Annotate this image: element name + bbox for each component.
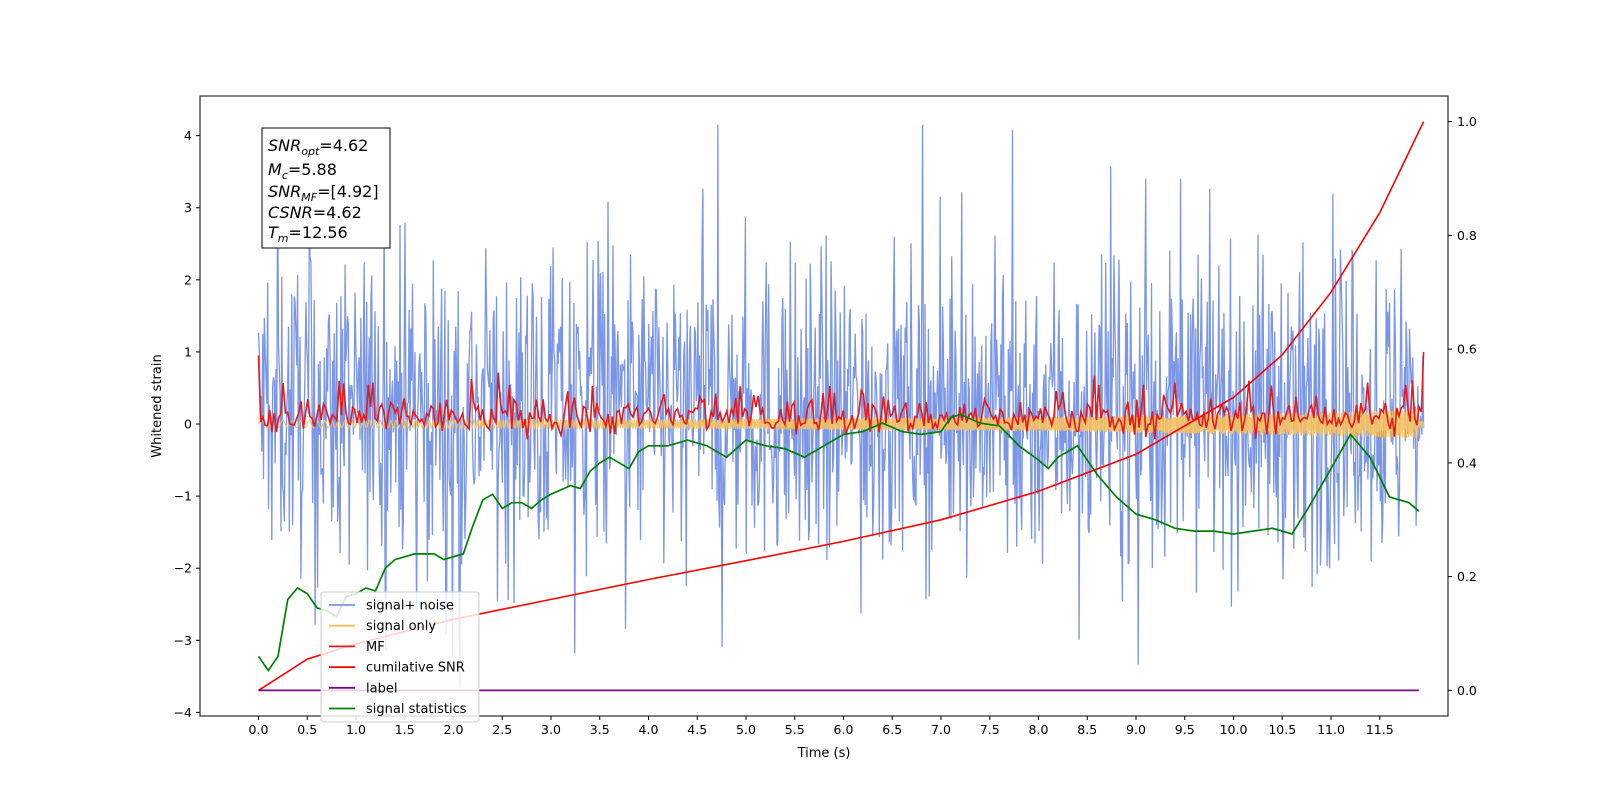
y-axis-right: 0.0 0.2 0.4 0.6 0.8 1.0 xyxy=(1448,114,1477,698)
x-tick-label: 8.0 xyxy=(1029,722,1049,737)
x-tick-label: 6.0 xyxy=(834,722,854,737)
x-tick-label: 10.0 xyxy=(1220,722,1248,737)
info-box: SNRopt=4.62 Mc=5.88 SNRMF=[4.92] CSNR=4.… xyxy=(261,127,391,249)
y2-tick-label: 0.0 xyxy=(1457,683,1477,698)
x-tick-label: 1.5 xyxy=(395,722,415,737)
x-axis-label: Time (s) xyxy=(797,746,851,761)
x-tick-label: 11.0 xyxy=(1317,722,1345,737)
x-tick-label: 2.0 xyxy=(444,722,464,737)
legend-frame xyxy=(320,591,480,723)
y-tick-label: −3 xyxy=(174,633,192,648)
x-tick-label: 3.5 xyxy=(590,722,610,737)
legend-label: signal only xyxy=(366,619,436,634)
y-axis-left: −4 −3 −2 −1 0 1 2 3 4 xyxy=(174,128,200,720)
y2-tick-label: 1.0 xyxy=(1457,114,1477,129)
y2-tick-label: 0.2 xyxy=(1457,569,1477,584)
x-tick-label: 8.5 xyxy=(1077,722,1097,737)
x-tick-label: 7.5 xyxy=(980,722,1000,737)
x-tick-label: 4.5 xyxy=(687,722,707,737)
x-tick-label: 4.0 xyxy=(639,722,659,737)
info-tm: Tm=12.56 xyxy=(268,223,348,245)
info-mc: Mc=5.88 xyxy=(268,160,337,182)
x-tick-label: 7.0 xyxy=(931,722,951,737)
x-tick-label: 0.0 xyxy=(249,722,269,737)
y-tick-label: 1 xyxy=(184,344,192,359)
y2-tick-label: 0.4 xyxy=(1457,455,1477,470)
info-box-frame xyxy=(261,127,391,249)
y-tick-label: −1 xyxy=(174,489,192,504)
x-tick-label: 6.5 xyxy=(882,722,902,737)
legend-label: label xyxy=(366,681,397,696)
series-signal-statistics-line xyxy=(257,413,1420,673)
x-tick-label: 11.5 xyxy=(1366,722,1394,737)
x-tick-label: 9.0 xyxy=(1126,722,1146,737)
info-csnr: CSNR=4.62 xyxy=(268,203,362,222)
legend-label: MF xyxy=(366,640,385,655)
y-tick-label: 2 xyxy=(184,272,192,287)
legend-label: cumilative SNR xyxy=(366,661,465,676)
x-tick-label: 3.0 xyxy=(541,722,561,737)
y-tick-label: −2 xyxy=(174,561,192,576)
y-axis-label: Whitened strain xyxy=(150,354,165,457)
x-tick-label: 5.0 xyxy=(736,722,756,737)
y-tick-label: −4 xyxy=(174,705,192,720)
info-snr-mf: SNRMF=[4.92] xyxy=(268,182,379,204)
info-snr-opt: SNRopt=4.62 xyxy=(268,136,368,158)
x-axis: 0.0 0.5 1.0 1.5 2.0 2.5 3.0 3.5 4.0 4.5 5.0 5.5 6.0 6… xyxy=(249,716,1394,737)
y2-tick-label: 0.8 xyxy=(1457,228,1477,243)
x-tick-label: 9.5 xyxy=(1175,722,1195,737)
series-mf-line xyxy=(257,351,1425,440)
y2-tick-label: 0.6 xyxy=(1457,342,1477,357)
x-tick-label: 2.5 xyxy=(492,722,512,737)
x-tick-label: 5.5 xyxy=(785,722,805,737)
y-tick-label: 0 xyxy=(184,417,192,432)
legend-label: signal statistics xyxy=(366,702,467,717)
y-tick-label: 3 xyxy=(184,200,192,215)
x-tick-label: 0.5 xyxy=(297,722,317,737)
axes-frame xyxy=(199,95,1449,717)
legend: signal+ noise signal only MF cumilative SNR… xyxy=(320,591,480,723)
y-tick-label: 4 xyxy=(184,128,192,143)
x-tick-label: 10.5 xyxy=(1268,722,1296,737)
x-tick-label: 1.0 xyxy=(346,722,366,737)
legend-label: signal+ noise xyxy=(366,599,454,614)
